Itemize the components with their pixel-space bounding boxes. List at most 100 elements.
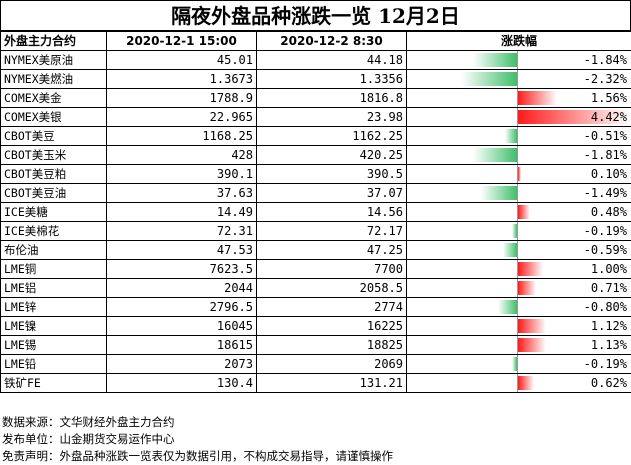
- table-row: CBOT美豆粕 390.1 390.5 0.10%: [0, 164, 631, 184]
- contract-name: NYMEX美燃油: [0, 69, 107, 89]
- contract-name: LME锡: [0, 335, 107, 355]
- change-bar: [512, 224, 517, 238]
- contract-name: NYMEX美原油: [0, 50, 107, 70]
- table-row: LME铝 2044 2058.5 0.71%: [0, 278, 631, 298]
- value-date1: 14.49: [106, 202, 257, 222]
- value-date2: 37.07: [256, 183, 407, 203]
- value-date1: 2073: [106, 354, 257, 374]
- table-row: COMEX美银 22.965 23.98 4.42%: [0, 107, 631, 127]
- value-date2: 131.21: [256, 373, 407, 393]
- change-cell: 0.71%: [406, 278, 631, 298]
- value-date1: 45.01: [106, 50, 257, 70]
- value-date1: 47.53: [106, 240, 257, 260]
- contract-name: LME铝: [0, 278, 107, 298]
- zero-axis: [517, 355, 518, 373]
- change-bar: [518, 338, 547, 352]
- value-date2: 72.17: [256, 221, 407, 241]
- change-cell: 0.10%: [406, 164, 631, 184]
- change-percent: 0.71%: [590, 281, 627, 295]
- change-percent: 1.12%: [590, 319, 627, 333]
- quotes-table: 外盘主力合约 2020-12-1 15:00 2020-12-2 8:30 涨跌…: [0, 31, 631, 393]
- value-date1: 37.63: [106, 183, 257, 203]
- value-date1: 130.4: [106, 373, 257, 393]
- contract-name: ICE美棉花: [0, 221, 107, 241]
- change-bar: [472, 53, 517, 67]
- table-row: NYMEX美燃油 1.3673 1.3356 -2.32%: [0, 69, 631, 89]
- header-date2: 2020-12-2 8:30: [256, 31, 407, 51]
- contract-name: CBOT美玉米: [0, 145, 107, 165]
- table-row: CBOT美豆 1168.25 1162.25 -0.51%: [0, 126, 631, 146]
- value-date1: 1.3673: [106, 69, 257, 89]
- note-source: 数据来源：文华财经外盘主力合约: [2, 415, 175, 429]
- change-bar: [518, 319, 547, 333]
- change-cell: 0.62%: [406, 373, 631, 393]
- change-percent: 1.00%: [590, 262, 627, 276]
- change-percent: -0.19%: [583, 357, 627, 371]
- value-date1: 390.1: [106, 164, 257, 184]
- value-date1: 2796.5: [106, 297, 257, 317]
- contract-name: CBOT美豆油: [0, 183, 107, 203]
- zero-axis: [517, 260, 518, 278]
- table-row: 布伦油 47.53 47.25 -0.59%: [0, 240, 631, 260]
- contract-name: ICE美糖: [0, 202, 107, 222]
- zero-axis: [517, 165, 518, 183]
- header-row: 外盘主力合约 2020-12-1 15:00 2020-12-2 8:30 涨跌…: [0, 31, 631, 51]
- zero-axis: [517, 184, 518, 202]
- note-publisher: 发布单位：山金期货交易运作中心: [2, 432, 175, 446]
- change-cell: -0.19%: [406, 221, 631, 241]
- change-cell: -0.59%: [406, 240, 631, 260]
- zero-axis: [517, 336, 518, 354]
- value-date2: 47.25: [256, 240, 407, 260]
- zero-axis: [517, 374, 518, 392]
- footnotes: 数据来源：文华财经外盘主力合约 发布单位：山金期货交易运作中心 免责声明：外盘品…: [2, 414, 393, 465]
- zero-axis: [517, 203, 518, 221]
- table-row: LME铅 2073 2069 -0.19%: [0, 354, 631, 374]
- contract-name: LME镍: [0, 316, 107, 336]
- change-bar: [481, 186, 517, 200]
- table-row: CBOT美玉米 428 420.25 -1.81%: [0, 145, 631, 165]
- change-cell: -0.80%: [406, 297, 631, 317]
- note-disclaimer: 免责声明：外盘品种涨跌一览表仅为数据引用，不构成交易指导，请谨慎操作: [2, 449, 393, 463]
- zero-axis: [517, 317, 518, 335]
- change-bar: [518, 281, 536, 295]
- contract-name: LME铜: [0, 259, 107, 279]
- value-date2: 2058.5: [256, 278, 407, 298]
- change-cell: -0.51%: [406, 126, 631, 146]
- table-row: ICE美糖 14.49 14.56 0.48%: [0, 202, 631, 222]
- zero-axis: [517, 241, 518, 259]
- zero-axis: [517, 298, 518, 316]
- change-cell: 1.00%: [406, 259, 631, 279]
- zero-axis: [517, 279, 518, 297]
- change-percent: 0.10%: [590, 167, 627, 181]
- value-date2: 23.98: [256, 107, 407, 127]
- change-bar: [497, 300, 517, 314]
- value-date2: 1162.25: [256, 126, 407, 146]
- change-percent: -0.51%: [583, 129, 627, 143]
- value-date2: 1816.8: [256, 88, 407, 108]
- value-date1: 22.965: [106, 107, 257, 127]
- change-percent: 0.48%: [590, 205, 627, 219]
- zero-axis: [517, 127, 518, 145]
- contract-name: CBOT美豆粕: [0, 164, 107, 184]
- change-percent: 4.42%: [590, 110, 627, 124]
- change-bar: [518, 262, 544, 276]
- contract-name: CBOT美豆: [0, 126, 107, 146]
- change-cell: -1.49%: [406, 183, 631, 203]
- change-cell: -1.84%: [406, 50, 631, 70]
- value-date2: 7700: [256, 259, 407, 279]
- value-date1: 428: [106, 145, 257, 165]
- value-date2: 390.5: [256, 164, 407, 184]
- table-row: LME铜 7623.5 7700 1.00%: [0, 259, 631, 279]
- change-bar: [473, 148, 517, 162]
- value-date2: 420.25: [256, 145, 407, 165]
- contract-name: 布伦油: [0, 240, 107, 260]
- change-bar: [518, 376, 534, 390]
- change-bar: [518, 167, 521, 181]
- change-cell: -2.32%: [406, 69, 631, 89]
- contract-name: COMEX美银: [0, 107, 107, 127]
- change-percent: -1.81%: [583, 148, 627, 162]
- value-date1: 1788.9: [106, 88, 257, 108]
- contract-name: LME铅: [0, 354, 107, 374]
- contract-name: LME锌: [0, 297, 107, 317]
